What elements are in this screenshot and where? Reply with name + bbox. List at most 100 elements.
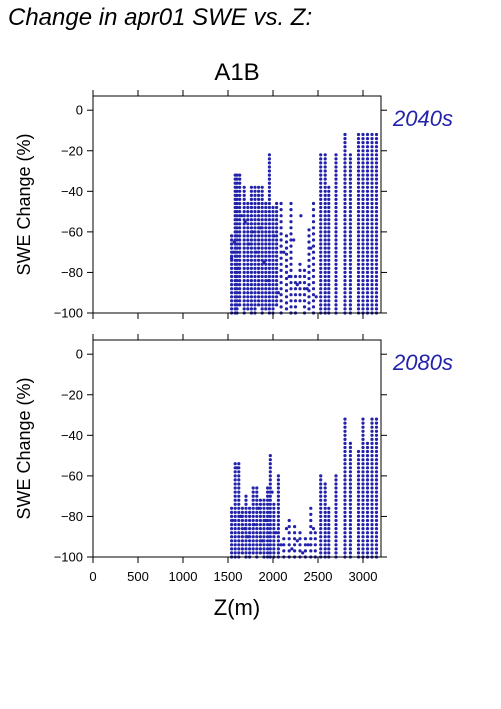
data-point bbox=[343, 433, 347, 437]
data-point bbox=[284, 527, 289, 531]
data-point bbox=[361, 218, 365, 222]
data-point bbox=[348, 287, 352, 291]
data-point bbox=[253, 283, 257, 287]
data-point bbox=[260, 193, 264, 197]
data-point bbox=[348, 441, 352, 445]
data-point bbox=[356, 539, 361, 543]
data-point bbox=[319, 551, 323, 555]
data-point bbox=[365, 226, 370, 230]
data-point bbox=[348, 185, 352, 189]
data-point bbox=[257, 218, 261, 222]
data-point bbox=[365, 210, 370, 214]
y-tick-label: −60 bbox=[61, 468, 83, 483]
data-point bbox=[327, 527, 331, 531]
data-point bbox=[298, 287, 302, 291]
data-point bbox=[246, 246, 250, 250]
data-point bbox=[361, 165, 365, 169]
data-point bbox=[323, 246, 327, 250]
data-point bbox=[370, 470, 374, 474]
data-point bbox=[287, 525, 291, 529]
data-point bbox=[361, 274, 365, 279]
data-point bbox=[257, 270, 261, 274]
data-point bbox=[348, 478, 352, 482]
data-point bbox=[374, 494, 379, 498]
data-point bbox=[361, 205, 365, 210]
data-point bbox=[267, 287, 271, 291]
data-point bbox=[323, 262, 327, 266]
data-point bbox=[319, 242, 323, 246]
data-point bbox=[271, 274, 275, 279]
data-point bbox=[334, 299, 338, 303]
data-point bbox=[370, 474, 374, 478]
data-point bbox=[275, 238, 279, 242]
y-axis-title: SWE Change (%) bbox=[14, 377, 34, 519]
data-point bbox=[370, 490, 374, 494]
data-point bbox=[365, 177, 370, 181]
data-point bbox=[370, 429, 374, 433]
data-point bbox=[237, 478, 241, 482]
data-point bbox=[257, 189, 261, 193]
data-point bbox=[343, 258, 347, 262]
data-point bbox=[361, 246, 365, 250]
data-point bbox=[311, 287, 316, 291]
data-point bbox=[268, 518, 272, 523]
data-point bbox=[268, 543, 272, 547]
data-point bbox=[323, 270, 327, 274]
data-point bbox=[343, 470, 347, 474]
data-point bbox=[348, 161, 352, 165]
data-point bbox=[274, 531, 278, 535]
data-point bbox=[374, 141, 379, 145]
data-point bbox=[307, 264, 311, 268]
data-point bbox=[365, 274, 370, 279]
data-point bbox=[348, 307, 352, 311]
data-point bbox=[238, 295, 242, 299]
data-point bbox=[374, 173, 379, 177]
data-point bbox=[266, 279, 271, 283]
data-point bbox=[327, 258, 331, 262]
data-point bbox=[235, 222, 239, 226]
data-point bbox=[242, 234, 246, 238]
data-point bbox=[255, 535, 259, 539]
data-point bbox=[248, 506, 252, 510]
data-point bbox=[267, 274, 271, 279]
data-point bbox=[356, 270, 361, 274]
data-point bbox=[348, 527, 352, 531]
data-point bbox=[264, 518, 268, 523]
data-point bbox=[374, 303, 379, 307]
data-point bbox=[323, 303, 327, 307]
data-point bbox=[251, 527, 255, 531]
data-point bbox=[260, 222, 264, 226]
data-point bbox=[238, 258, 242, 262]
data-point bbox=[370, 270, 374, 274]
data-point bbox=[307, 276, 311, 281]
data-point bbox=[361, 543, 365, 547]
data-point bbox=[370, 506, 374, 510]
data-point bbox=[365, 132, 370, 137]
data-point bbox=[361, 214, 365, 218]
data-point bbox=[334, 258, 338, 262]
data-point bbox=[334, 502, 338, 506]
data-point bbox=[242, 201, 246, 206]
data-point bbox=[356, 149, 361, 153]
data-point bbox=[365, 222, 370, 226]
data-point bbox=[264, 295, 268, 299]
data-point bbox=[293, 293, 298, 297]
data-point bbox=[334, 201, 338, 206]
data-point bbox=[361, 458, 365, 462]
data-point bbox=[251, 498, 255, 502]
data-point bbox=[343, 173, 347, 177]
data-point bbox=[361, 197, 365, 201]
data-point bbox=[374, 197, 379, 201]
data-point bbox=[374, 169, 379, 173]
data-point bbox=[258, 514, 262, 519]
data-point bbox=[230, 531, 234, 535]
data-point bbox=[370, 295, 374, 299]
data-point bbox=[311, 305, 316, 309]
data-point bbox=[275, 283, 279, 287]
data-point bbox=[370, 543, 374, 547]
data-point bbox=[348, 523, 352, 527]
data-point bbox=[343, 181, 347, 185]
data-point bbox=[264, 299, 268, 303]
data-point bbox=[374, 498, 379, 502]
data-point bbox=[334, 283, 338, 287]
